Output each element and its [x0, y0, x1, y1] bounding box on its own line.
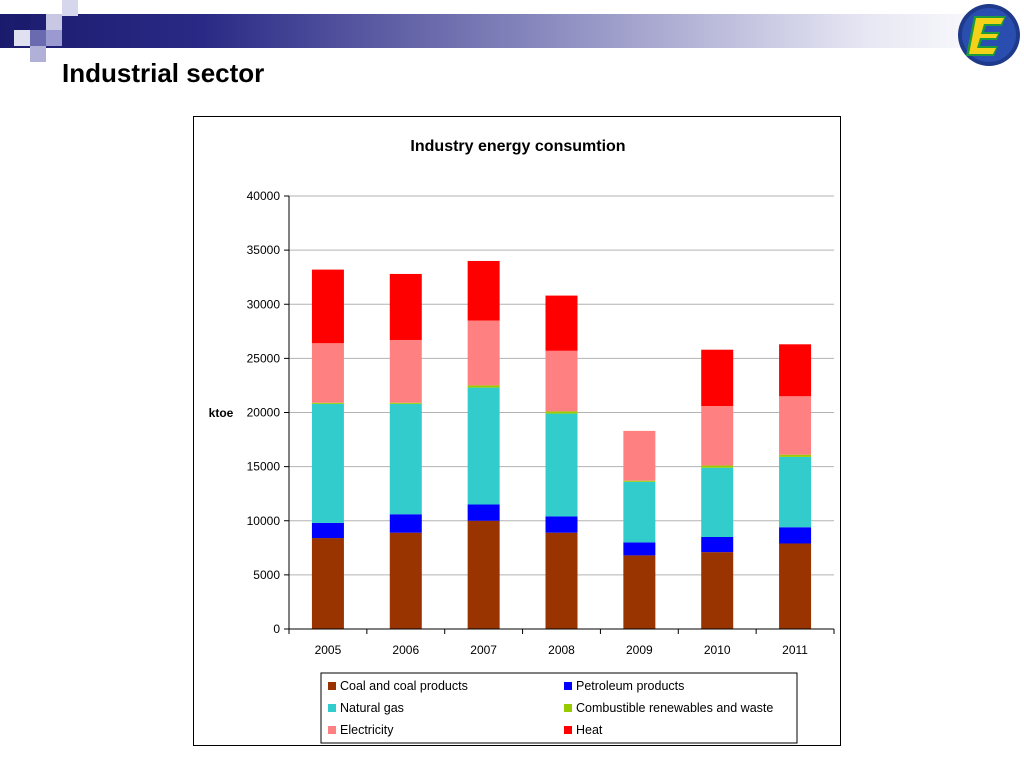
bar-segment [389, 403, 422, 515]
bar-segment [779, 344, 812, 397]
bar-segment [311, 343, 344, 403]
bar-segment [623, 542, 656, 556]
x-tick-label: 2010 [704, 643, 731, 657]
x-tick-label: 2011 [782, 643, 808, 657]
bar-segment [389, 514, 422, 533]
bar-segment [701, 536, 734, 553]
bar-segment [779, 456, 812, 528]
bar-segment [701, 465, 734, 468]
legend-label: Natural gas [340, 701, 404, 715]
legend-label: Combustible renewables and waste [576, 701, 773, 715]
slide-title: Industrial sector [62, 58, 265, 88]
y-axis-label: ktoe [209, 406, 234, 420]
y-tick-label: 0 [273, 622, 280, 636]
bar-segment [545, 413, 578, 517]
bar-segment [389, 402, 422, 404]
bar-segment [701, 552, 734, 629]
legend-swatch [328, 704, 336, 712]
bar-segment [389, 532, 422, 629]
bar-segment [779, 527, 812, 544]
bar-segment [545, 350, 578, 412]
chart-frame: Industry energy consumtion ktoe 0 5000 100… [193, 116, 841, 746]
bar-segment [467, 260, 500, 321]
bar-segment [623, 481, 656, 543]
bar-segment [311, 403, 344, 523]
bar-segment [701, 406, 734, 466]
bar-segment [545, 532, 578, 629]
legend-swatch [564, 726, 572, 734]
legend-label: Electricity [340, 723, 394, 737]
x-tick-label: 2006 [392, 643, 419, 657]
bar-segment [623, 430, 656, 481]
chart-title: Industry energy consumtion [410, 138, 625, 155]
y-tick-label: 30000 [247, 297, 281, 311]
y-tick-label: 35000 [247, 243, 281, 257]
bar-segment [467, 387, 500, 505]
header-bar [0, 14, 1024, 48]
x-tick-label: 2007 [470, 643, 497, 657]
x-tick-label: 2005 [315, 643, 342, 657]
legend-swatch [328, 682, 336, 690]
legend: Coal and coal products Petroleum products… [320, 672, 798, 744]
bar-segment [311, 402, 344, 404]
axes: 0 5000 10000 15000 20000 25000 30000 35000 40000… [247, 189, 835, 657]
bar-segment [389, 339, 422, 403]
bar-segment [311, 522, 344, 539]
legend-swatch [328, 726, 336, 734]
bars [311, 260, 812, 629]
legend-swatch [564, 704, 572, 712]
bar-segment [779, 543, 812, 629]
legend-box [320, 672, 798, 744]
legend-swatch [564, 682, 572, 690]
legend-label: Heat [576, 723, 603, 737]
bar-segment [545, 516, 578, 533]
y-tick-label: 20000 [247, 406, 281, 420]
energy-e-logo-icon [956, 2, 1022, 68]
bar-segment [467, 320, 500, 386]
y-tick-label: 40000 [247, 189, 281, 203]
x-tick-label: 2009 [626, 643, 653, 657]
bar-segment [467, 504, 500, 521]
x-tick-label: 2008 [548, 643, 575, 657]
bar-segment [779, 454, 812, 457]
bar-segment [311, 269, 344, 344]
bar-segment [623, 555, 656, 629]
bar-segment [389, 273, 422, 340]
bar-segment [623, 480, 656, 482]
y-tick-label: 25000 [247, 351, 281, 365]
stacked-bar-chart: Industry energy consumtion ktoe 0 5000 100… [209, 138, 835, 744]
bar-segment [467, 520, 500, 629]
bar-segment [701, 467, 734, 537]
y-tick-label: 15000 [247, 460, 281, 474]
bar-segment [779, 396, 812, 455]
bar-segment [467, 385, 500, 388]
y-tick-label: 10000 [247, 514, 281, 528]
bar-segment [311, 538, 344, 629]
legend-label: Petroleum products [576, 679, 684, 693]
bar-segment [701, 349, 734, 407]
y-tick-label: 5000 [253, 568, 280, 582]
bar-segment [545, 411, 578, 414]
bar-segment [545, 295, 578, 351]
legend-label: Coal and coal products [340, 679, 468, 693]
